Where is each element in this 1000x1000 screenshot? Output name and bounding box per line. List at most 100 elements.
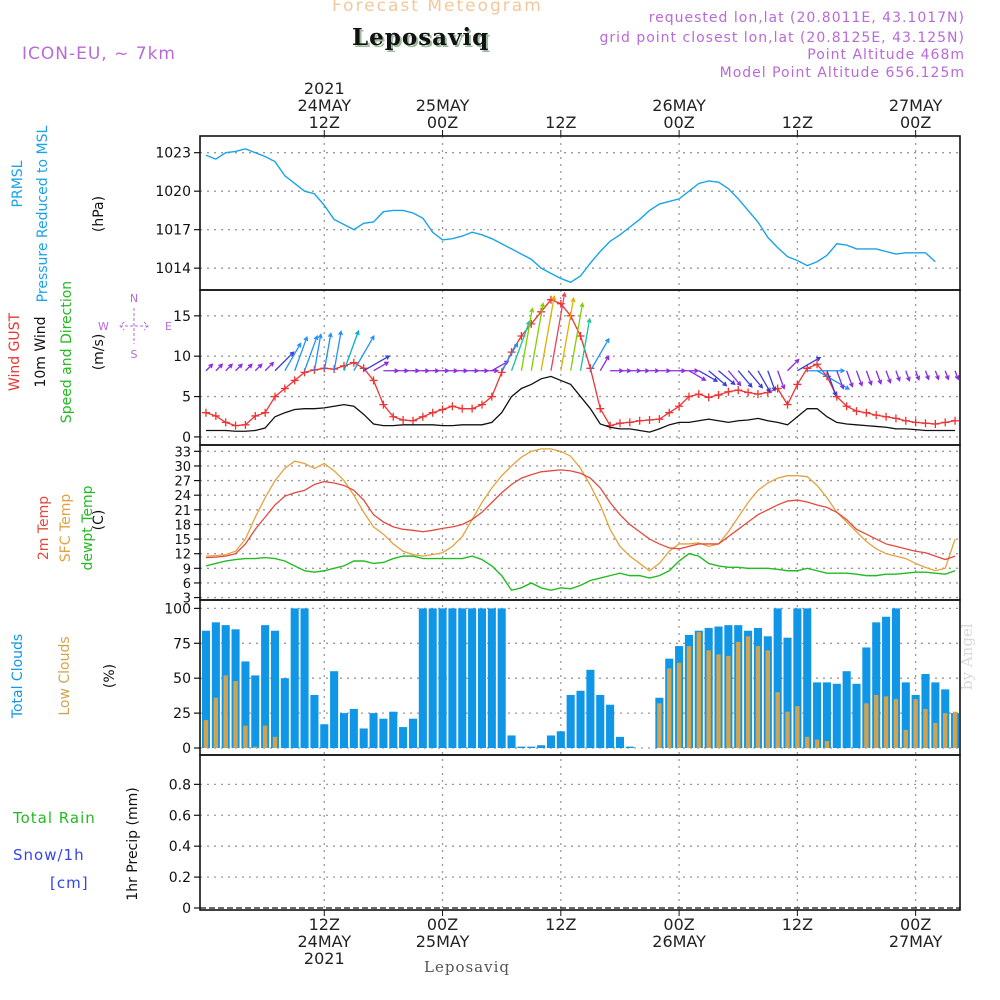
time-label-top: 00Z xyxy=(427,113,458,132)
y-tick-label: 30 xyxy=(174,460,191,475)
low-cloud-bar xyxy=(657,703,662,749)
total-cloud-bar xyxy=(428,608,437,749)
y-tick-label: 0.2 xyxy=(169,870,191,886)
time-label-top: 12Z xyxy=(545,113,576,132)
gust-marker xyxy=(734,386,743,395)
compass-east: E xyxy=(165,320,172,333)
total-cloud-bar xyxy=(852,683,861,749)
total-cloud-bar xyxy=(211,622,220,749)
wind-label: 10m Wind xyxy=(33,316,49,388)
wind-direction-arrow xyxy=(560,297,576,371)
gust-marker xyxy=(586,364,595,373)
total-cloud-bar xyxy=(872,622,881,749)
y-tick-label: 100 xyxy=(164,601,191,617)
pressure-unit-label: (hPa) xyxy=(91,195,107,233)
total-cloud-bar xyxy=(931,682,940,749)
wind-direction-arrow xyxy=(875,370,883,385)
y-tick-label: 33 xyxy=(174,445,191,460)
low-cloud-bar xyxy=(233,680,238,749)
time-label-top: 12Z xyxy=(782,113,813,132)
low-cloud-bar xyxy=(952,711,958,749)
total-cloud-bar xyxy=(842,671,851,749)
total-cloud-bar xyxy=(596,694,605,749)
wind-direction-arrow xyxy=(747,370,764,389)
gust-marker xyxy=(576,332,585,341)
wind-direction-arrow xyxy=(530,302,546,371)
direction-label: Speed and Direction xyxy=(59,280,75,424)
y-tick-label: 0 xyxy=(182,901,191,917)
time-label-bottom: 12Z xyxy=(782,915,813,934)
total-cloud-bar xyxy=(625,746,634,749)
wind-direction-arrow xyxy=(274,351,295,372)
gust-marker xyxy=(931,420,940,429)
gust-marker xyxy=(645,415,654,424)
total-cloud-bar xyxy=(527,746,536,749)
time-label-top: 26MAY xyxy=(652,96,706,115)
gust-marker xyxy=(941,418,950,427)
pressure-line xyxy=(205,148,936,284)
wind-direction-arrow xyxy=(639,368,651,374)
wind-unit-label: (m/s) xyxy=(91,333,107,371)
chart-kind-title: Forecast Meteogram xyxy=(332,0,543,16)
low-cloud-bar xyxy=(696,632,701,749)
time-label-bottom: 24MAY xyxy=(297,932,351,951)
gust-marker xyxy=(556,299,565,308)
gust-marker xyxy=(694,390,703,399)
y-tick-label: 15 xyxy=(173,309,191,325)
low-cloud-bar xyxy=(272,736,278,749)
y-tick-label: 75 xyxy=(173,636,191,652)
gust-marker xyxy=(349,358,358,367)
total-cloud-bar xyxy=(586,669,595,749)
wind-direction-arrow xyxy=(570,302,585,371)
total-cloud-bar xyxy=(261,625,270,749)
time-label-top: 25MAY xyxy=(416,96,470,115)
wind-direction-arrow xyxy=(363,355,391,372)
gust-marker xyxy=(408,416,417,425)
panel-frame xyxy=(199,135,961,291)
location-title: Leposaviq xyxy=(352,24,490,51)
compass-south: S xyxy=(131,348,138,361)
gust-marker xyxy=(418,412,427,421)
temp2m-line xyxy=(205,469,956,561)
gust-marker xyxy=(428,408,437,417)
y-tick-label: 0 xyxy=(182,741,191,757)
compass-north: N xyxy=(130,292,138,305)
gust-marker xyxy=(842,402,851,411)
y-tick-label: 1023 xyxy=(155,146,191,162)
snow-legend: Snow/1h xyxy=(13,846,85,864)
temp-unit-label: (C) xyxy=(91,509,107,531)
point-altitude: Point Altitude 468m xyxy=(807,47,965,63)
wind-direction-arrow xyxy=(254,363,263,372)
total-cloud-bar xyxy=(803,608,812,749)
wind-direction-arrow xyxy=(757,370,771,393)
precip-unit-label: 1hr Precip (mm) xyxy=(125,787,141,901)
time-label-bottom: 2021 xyxy=(304,949,345,968)
gust-marker xyxy=(339,361,348,370)
wind-direction-arrow xyxy=(885,370,892,384)
total-cloud-bar xyxy=(891,608,900,749)
low-cloud-bar xyxy=(814,739,820,749)
gust-marker xyxy=(911,418,920,427)
wind-direction-arrow xyxy=(895,370,901,382)
wind-direction-arrow xyxy=(846,370,854,388)
total-cloud-bar xyxy=(349,708,358,749)
wind-direction-arrow xyxy=(679,368,700,374)
sfc-temp-line xyxy=(205,448,956,572)
wind-direction-arrow xyxy=(649,368,660,374)
gust-marker xyxy=(872,411,881,420)
wind-direction-arrow xyxy=(688,370,707,381)
gust-marker xyxy=(901,416,910,425)
gust-marker xyxy=(665,408,674,417)
time-label-bottom: 12Z xyxy=(309,915,340,934)
wind-direction-arrow xyxy=(915,370,921,381)
wind-direction-arrow xyxy=(501,342,519,372)
gust-marker xyxy=(202,408,210,417)
gust-marker xyxy=(231,421,240,430)
total-cloud-bar xyxy=(497,608,506,749)
low-cloud-bar xyxy=(864,703,869,749)
low-cloud-bar xyxy=(923,708,928,749)
total-cloud-bar xyxy=(270,630,280,749)
y-tick-label: 18 xyxy=(174,518,191,533)
wind-direction-arrow xyxy=(855,370,864,387)
gust-marker xyxy=(359,364,368,373)
